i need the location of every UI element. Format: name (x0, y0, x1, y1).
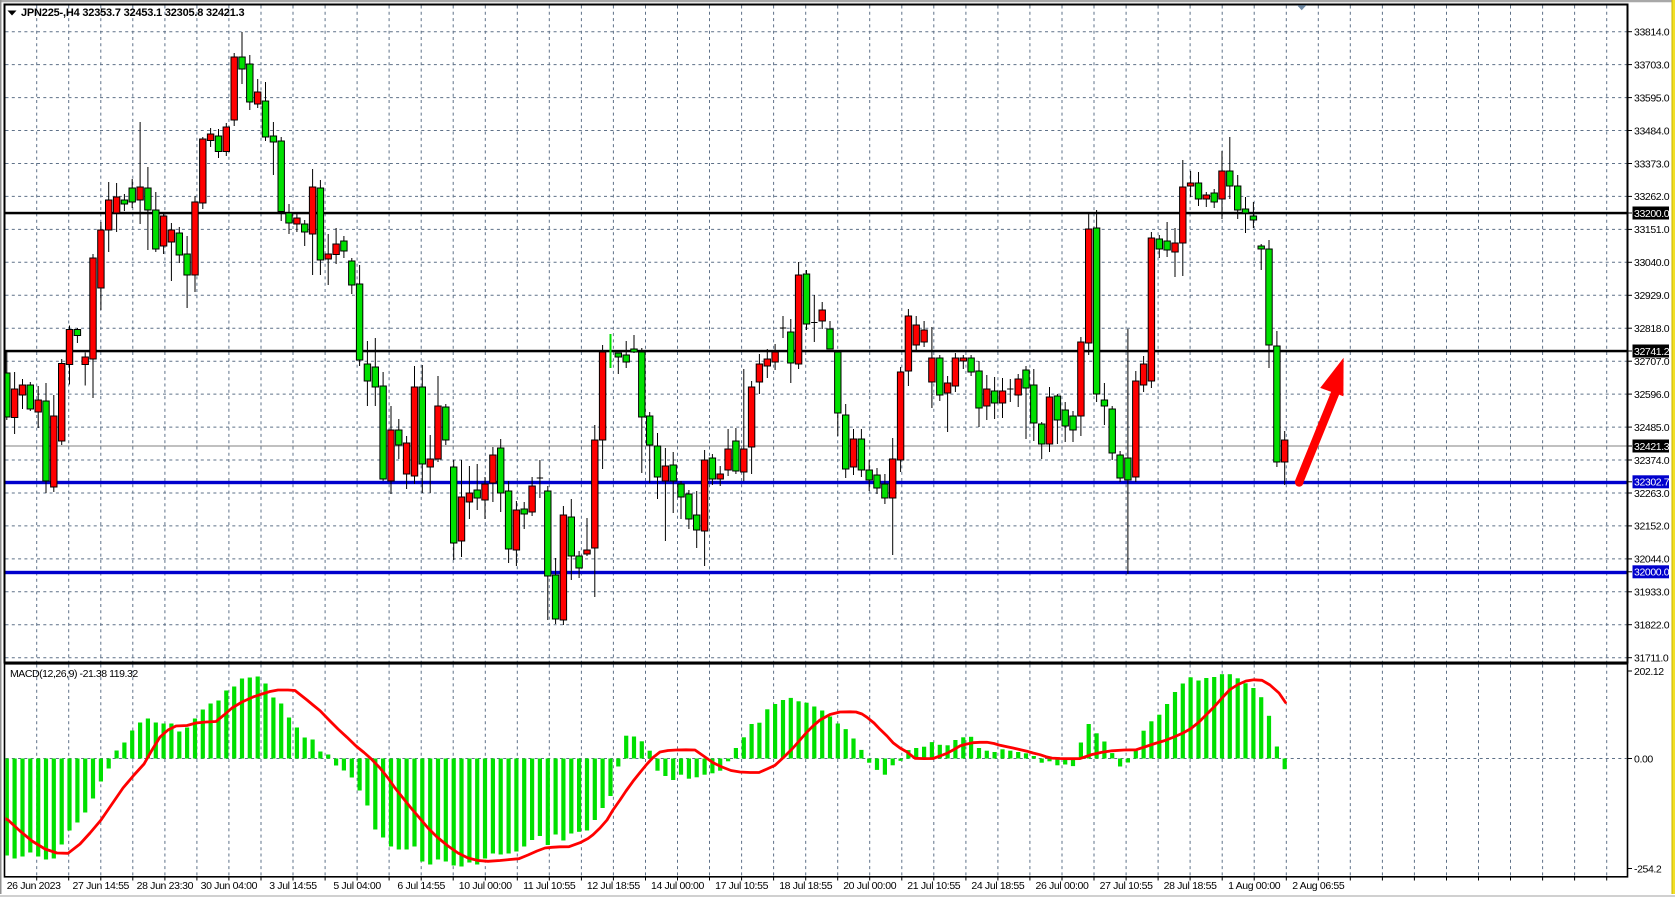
svg-text:33262.0: 33262.0 (1634, 191, 1670, 203)
svg-text:32929.0: 32929.0 (1634, 290, 1670, 302)
svg-text:33814.0: 33814.0 (1634, 27, 1670, 39)
svg-text:33151.0: 33151.0 (1634, 224, 1670, 236)
svg-text:3 Jul 14:55: 3 Jul 14:55 (269, 880, 317, 892)
svg-text:28 Jul 18:55: 28 Jul 18:55 (1164, 880, 1218, 892)
svg-text:32374.0: 32374.0 (1634, 455, 1670, 467)
svg-text:27 Jun 14:55: 27 Jun 14:55 (73, 880, 130, 892)
svg-text:-254.2: -254.2 (1634, 863, 1662, 875)
svg-text:24 Jul 18:55: 24 Jul 18:55 (971, 880, 1025, 892)
svg-text:27 Jul 10:55: 27 Jul 10:55 (1100, 880, 1154, 892)
svg-text:32302.7: 32302.7 (1634, 477, 1670, 489)
svg-text:202.12: 202.12 (1634, 666, 1664, 678)
svg-text:12 Jul 18:55: 12 Jul 18:55 (587, 880, 641, 892)
svg-text:33200.0: 33200.0 (1634, 208, 1670, 220)
svg-text:0.00: 0.00 (1634, 753, 1653, 765)
svg-text:21 Jul 10:55: 21 Jul 10:55 (907, 880, 961, 892)
svg-text:32818.0: 32818.0 (1634, 323, 1670, 335)
svg-text:32044.0: 32044.0 (1634, 554, 1670, 566)
svg-text:30 Jun 04:00: 30 Jun 04:00 (201, 880, 258, 892)
svg-text:31822.0: 31822.0 (1634, 620, 1670, 632)
svg-text:10 Jul 00:00: 10 Jul 00:00 (459, 880, 513, 892)
svg-text:33484.0: 33484.0 (1634, 125, 1670, 137)
svg-text:32421.3: 32421.3 (1634, 441, 1670, 453)
svg-text:2 Aug 06:55: 2 Aug 06:55 (1292, 880, 1345, 892)
svg-text:1 Aug 00:00: 1 Aug 00:00 (1228, 880, 1281, 892)
svg-text:5 Jul 04:00: 5 Jul 04:00 (333, 880, 381, 892)
svg-text:32485.0: 32485.0 (1634, 422, 1670, 434)
svg-text:JPN225-,H4 32353.7 32453.1 32: JPN225-,H4 32353.7 32453.1 32305.8 32421… (21, 7, 244, 19)
svg-text:33373.0: 33373.0 (1634, 158, 1670, 170)
svg-text:32707.0: 32707.0 (1634, 356, 1670, 368)
svg-text:32263.0: 32263.0 (1634, 488, 1670, 500)
svg-text:28 Jun 23:30: 28 Jun 23:30 (137, 880, 194, 892)
svg-text:32000.0: 32000.0 (1634, 567, 1670, 579)
svg-text:14 Jul 00:00: 14 Jul 00:00 (651, 880, 705, 892)
svg-text:32152.0: 32152.0 (1634, 521, 1670, 533)
svg-text:26 Jul 00:00: 26 Jul 00:00 (1035, 880, 1089, 892)
svg-text:32741.2: 32741.2 (1634, 346, 1670, 358)
svg-text:31711.0: 31711.0 (1634, 653, 1669, 665)
svg-text:33703.0: 33703.0 (1634, 59, 1670, 71)
svg-text:26 Jun 2023: 26 Jun 2023 (7, 880, 61, 892)
svg-text:17 Jul 10:55: 17 Jul 10:55 (715, 880, 769, 892)
svg-text:18 Jul 18:55: 18 Jul 18:55 (779, 880, 833, 892)
svg-text:32596.0: 32596.0 (1634, 389, 1670, 401)
svg-text:20 Jul 00:00: 20 Jul 00:00 (843, 880, 897, 892)
svg-text:6 Jul 14:55: 6 Jul 14:55 (397, 880, 445, 892)
svg-text:33040.0: 33040.0 (1634, 257, 1670, 269)
svg-text:11 Jul 10:55: 11 Jul 10:55 (523, 880, 576, 892)
svg-text:MACD(12,26,9) -21.38 119.32: MACD(12,26,9) -21.38 119.32 (10, 668, 138, 680)
svg-text:33595.0: 33595.0 (1634, 92, 1670, 104)
svg-text:31933.0: 31933.0 (1634, 587, 1670, 599)
